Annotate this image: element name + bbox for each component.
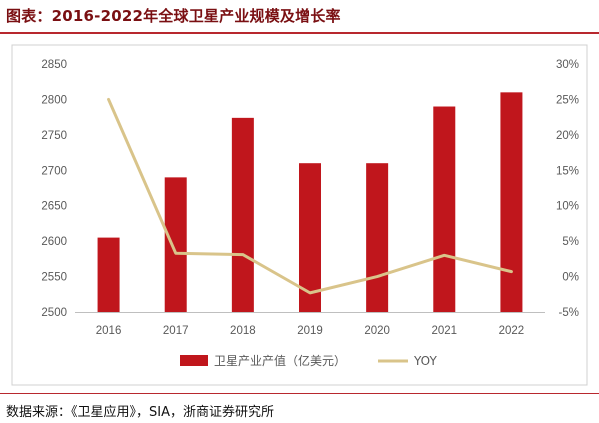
right-axis: -5% 0% 5% 10% 15% 20% 25% 30% [556, 59, 579, 319]
page-title: 图表：2016-2022年全球卫星产业规模及增长率 [6, 7, 341, 25]
footer-divider [0, 393, 599, 394]
bar-2019 [299, 163, 321, 312]
chart-frame [11, 44, 588, 386]
legend-bar-swatch [180, 355, 208, 366]
right-tick-label: 0% [562, 272, 579, 284]
right-tick-label: 25% [556, 94, 579, 106]
right-tick-label: 5% [562, 236, 579, 248]
bar-2017 [164, 177, 187, 312]
bar-2020 [366, 163, 389, 312]
left-tick-label: 2550 [41, 272, 67, 284]
left-tick-label: 2650 [41, 201, 67, 213]
legend-line-label: YOY [413, 354, 437, 368]
title-divider [0, 32, 599, 34]
data-source: 数据来源：《卫星应用》，SIA，浙商证券研究所 [6, 405, 274, 420]
yoy-series [107, 97, 513, 295]
left-tick-label: 2800 [41, 94, 67, 106]
right-tick-label: 30% [556, 59, 579, 71]
right-tick-label: -5% [559, 307, 579, 319]
legend: 卫星产业产值（亿美元） YOY [180, 353, 437, 368]
x-tick-label: 2022 [499, 325, 525, 337]
left-tick-label: 2600 [41, 236, 67, 248]
x-tick-label: 2017 [163, 325, 189, 337]
x-tick-label: 2016 [96, 325, 122, 337]
yoy-line [107, 97, 513, 295]
bar-2018 [231, 117, 254, 312]
bar-series [97, 92, 523, 312]
x-tick-label: 2018 [230, 325, 256, 337]
bar-2021 [433, 106, 456, 312]
left-tick-label: 2850 [41, 59, 67, 71]
x-tick-label: 2019 [297, 325, 323, 337]
x-tick-label: 2020 [364, 325, 390, 337]
bar-2016 [97, 237, 120, 312]
right-tick-label: 15% [556, 165, 579, 177]
left-tick-label: 2700 [41, 165, 67, 177]
left-tick-label: 2500 [41, 307, 67, 319]
bar-2022 [500, 92, 523, 312]
left-tick-label: 2750 [41, 130, 67, 142]
x-axis: 2016 2017 2018 2019 2020 2021 2022 [96, 325, 524, 337]
legend-bar-label: 卫星产业产值（亿美元） [214, 353, 346, 368]
right-tick-label: 20% [556, 130, 579, 142]
left-axis: 2500 2550 2600 2650 2700 2750 2800 2850 [41, 59, 67, 319]
right-tick-label: 10% [556, 201, 579, 213]
x-tick-label: 2021 [431, 325, 457, 337]
